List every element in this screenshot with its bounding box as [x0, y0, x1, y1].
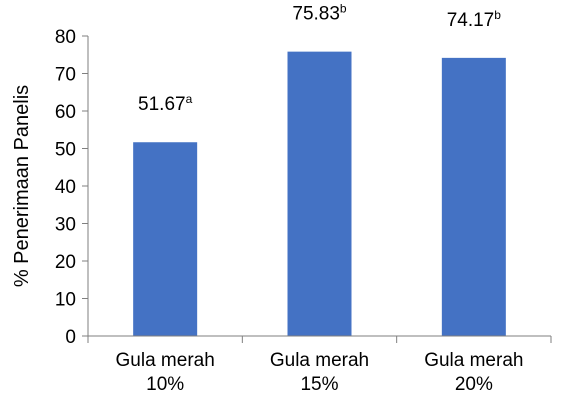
- y-tick-label: 10: [55, 290, 76, 311]
- x-tick-label: 20%: [455, 374, 493, 395]
- y-tick-label: 0: [65, 327, 76, 348]
- y-tick-label: 20: [55, 252, 76, 273]
- bars: [133, 51, 506, 337]
- data-label: 75.83b: [292, 2, 347, 25]
- data-label-superscript: b: [494, 8, 501, 22]
- bar: [287, 51, 352, 336]
- bar: [133, 142, 198, 336]
- y-tick-label: 30: [55, 215, 76, 236]
- x-axis: Gula merah 10% Gula merah 15% Gula merah 20%: [87, 335, 552, 395]
- x-tick-label: 10%: [146, 374, 184, 395]
- y-tick-label: 40: [55, 177, 76, 198]
- y-tick-label: 70: [55, 65, 76, 86]
- x-tick-label: Gula merah: [424, 350, 523, 371]
- data-label-value: 75.83: [292, 4, 340, 25]
- data-label-value: 74.17: [447, 10, 495, 31]
- x-tick-label: Gula merah: [116, 350, 215, 371]
- y-tick-label: 60: [55, 102, 76, 123]
- y-tick-label: 80: [55, 27, 76, 48]
- y-axis-label: % Penerimaan Panelis: [11, 85, 33, 287]
- data-label-superscript: b: [340, 2, 347, 16]
- data-label-superscript: a: [186, 92, 193, 106]
- x-tick-label: 15%: [300, 374, 338, 395]
- y-tick-label: 50: [55, 140, 76, 161]
- bar: [441, 57, 506, 337]
- y-axis-ticks: 0 10 20 30 40 50 60 70 80: [55, 27, 89, 348]
- data-label-value: 51.67: [138, 94, 186, 115]
- x-tick-label: Gula merah: [270, 350, 369, 371]
- data-label: 51.67a: [138, 92, 193, 115]
- data-label: 74.17b: [447, 8, 502, 31]
